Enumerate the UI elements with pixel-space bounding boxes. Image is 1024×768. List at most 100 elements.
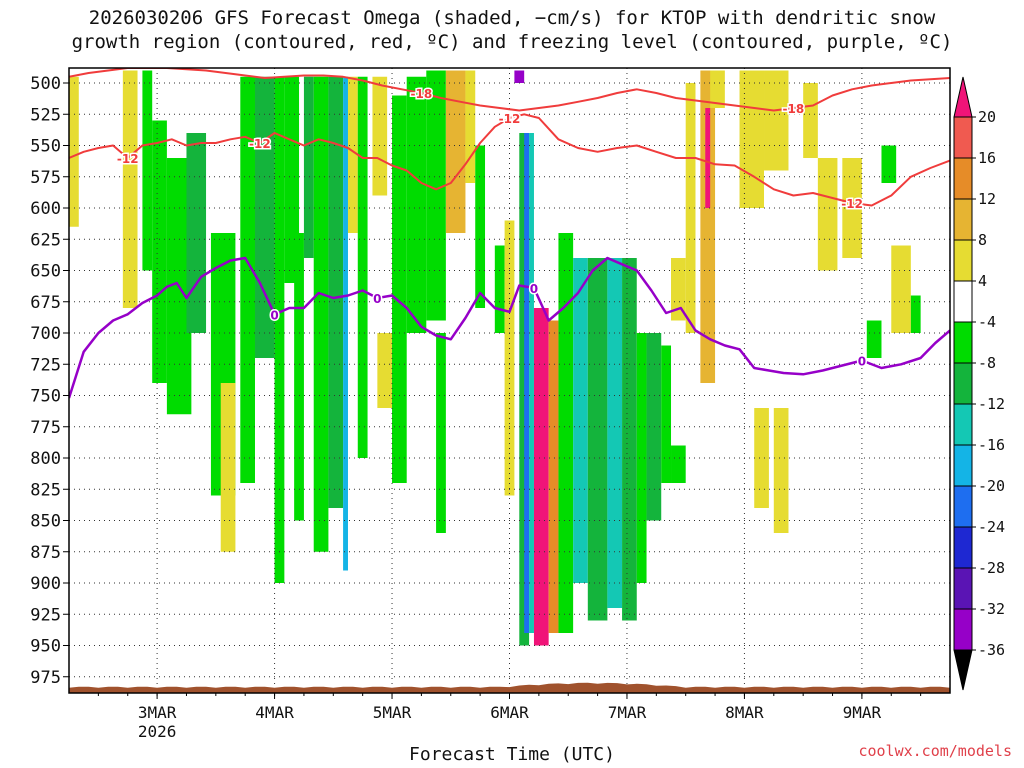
colorbar-label: -24 bbox=[978, 518, 1005, 536]
y-tick-label: 825 bbox=[30, 480, 61, 500]
colorbar-segment bbox=[953, 608, 973, 651]
isotherm-minus12-label: -12 bbox=[117, 152, 139, 166]
isotherm-minus12-line bbox=[69, 113, 950, 207]
y-tick-label: 625 bbox=[30, 230, 61, 250]
colorbar-label: -12 bbox=[978, 395, 1005, 413]
y-tick-label: 575 bbox=[30, 168, 61, 188]
omega-cell bbox=[240, 76, 255, 483]
omega-cell bbox=[685, 83, 696, 333]
omega-cell bbox=[842, 158, 862, 258]
omega-cell bbox=[294, 233, 304, 521]
y-tick-label: 800 bbox=[30, 449, 61, 469]
colorbar: 20 16 12 8 4 -4 -8 -12 -16 -20 -24 -28 -32 -36 bbox=[953, 76, 1005, 691]
y-tick-label: 975 bbox=[30, 668, 61, 688]
omega-cell bbox=[220, 383, 236, 552]
freezing-level-label: 0 bbox=[373, 292, 381, 306]
omega-cell bbox=[142, 70, 153, 271]
colorbar-label: -8 bbox=[978, 354, 996, 372]
omega-cell bbox=[671, 258, 686, 321]
omega-cell bbox=[392, 95, 407, 483]
omega-cell bbox=[803, 83, 818, 158]
omega-cell bbox=[533, 308, 549, 646]
colorbar-segment bbox=[953, 485, 973, 528]
y-tick-label: 525 bbox=[30, 105, 61, 125]
terrain-fill bbox=[69, 682, 950, 693]
y-tick-label: 650 bbox=[30, 262, 61, 282]
omega-cell bbox=[866, 320, 882, 358]
omega-cell bbox=[891, 245, 911, 333]
colorbar-segment bbox=[953, 444, 973, 487]
x-tick-label: 4MAR bbox=[255, 703, 294, 722]
omega-cell bbox=[573, 258, 588, 583]
y-tick-label: 900 bbox=[30, 574, 61, 594]
colorbar-label: -4 bbox=[978, 313, 996, 331]
omega-cell bbox=[587, 258, 608, 621]
colorbar-label: -28 bbox=[978, 559, 1005, 577]
omega-cell bbox=[524, 133, 530, 633]
omega-cell bbox=[910, 295, 921, 333]
omega-cell bbox=[152, 120, 167, 383]
isotherm-minus18-label: -18 bbox=[783, 102, 805, 116]
omega-cell bbox=[284, 76, 300, 283]
colorbar-label: 20 bbox=[978, 108, 996, 126]
omega-cell bbox=[445, 70, 466, 233]
omega-cell bbox=[622, 258, 637, 621]
omega-cell bbox=[817, 158, 838, 271]
omega-cell bbox=[881, 145, 897, 183]
colorbar-segment bbox=[953, 116, 973, 159]
omega-cell bbox=[426, 70, 446, 321]
omega-cell bbox=[494, 245, 505, 333]
omega-cell bbox=[372, 76, 388, 196]
x-tick-label: 6MAR bbox=[490, 703, 529, 722]
omega-cell bbox=[186, 133, 207, 333]
y-axis: 500 525 550 575 600 625 650 675 700 725 750 775 800 8… bbox=[30, 74, 69, 688]
omega-cell bbox=[406, 76, 427, 333]
y-tick-label: 775 bbox=[30, 418, 61, 438]
colorbar-segment bbox=[953, 567, 973, 610]
title-line-2: growth region (contoured, red, ºC) and f… bbox=[71, 31, 953, 53]
y-tick-label: 850 bbox=[30, 512, 61, 532]
isotherm-minus12-label: -12 bbox=[499, 112, 521, 126]
colorbar-label: 8 bbox=[978, 231, 987, 249]
colorbar-segment bbox=[953, 198, 973, 241]
colorbar-segment bbox=[953, 403, 973, 446]
chart-title: 2026030206 GFS Forecast Omega (shaded, −… bbox=[0, 6, 1024, 54]
freezing-level-label: 0 bbox=[858, 355, 866, 369]
colorbar-segment bbox=[953, 526, 973, 569]
x-tick-label: 5MAR bbox=[373, 703, 412, 722]
y-tick-label: 550 bbox=[30, 137, 61, 157]
omega-cell bbox=[705, 108, 711, 208]
colorbar-label: -32 bbox=[978, 600, 1005, 618]
watermark: coolwx.com/models bbox=[858, 742, 1012, 760]
x-tick-label: 3MAR bbox=[138, 703, 177, 722]
x-tick-label: 7MAR bbox=[608, 703, 647, 722]
freezing-level-label: 0 bbox=[270, 308, 278, 322]
omega-cell bbox=[343, 76, 348, 571]
omega-cell bbox=[773, 408, 789, 533]
x-tick-sublabel: 2026 bbox=[138, 722, 177, 741]
grid-lines bbox=[69, 68, 950, 693]
omega-cell bbox=[313, 76, 329, 552]
omega-cell bbox=[254, 76, 275, 358]
colorbar-segment bbox=[953, 239, 973, 282]
omega-cell bbox=[274, 76, 285, 583]
omega-cell bbox=[465, 70, 476, 183]
colorbar-under-arrow bbox=[953, 649, 973, 691]
y-tick-label: 875 bbox=[30, 543, 61, 563]
contour-layer: 0 0 0 0 -12 -12 -12 -12 -18 -18 bbox=[69, 68, 950, 399]
y-tick-label: 700 bbox=[30, 324, 61, 344]
x-tick-label: 9MAR bbox=[843, 703, 882, 722]
omega-cell bbox=[636, 333, 647, 583]
omega-cell bbox=[377, 333, 393, 408]
omega-cell bbox=[436, 333, 446, 533]
omega-cell bbox=[558, 233, 574, 633]
omega-cell bbox=[661, 345, 672, 483]
omega-shading-layer bbox=[69, 70, 921, 646]
freezing-level-line bbox=[69, 256, 950, 399]
omega-cell bbox=[347, 76, 358, 233]
y-tick-label: 950 bbox=[30, 637, 61, 657]
y-tick-label: 725 bbox=[30, 355, 61, 375]
omega-cell bbox=[607, 258, 623, 608]
